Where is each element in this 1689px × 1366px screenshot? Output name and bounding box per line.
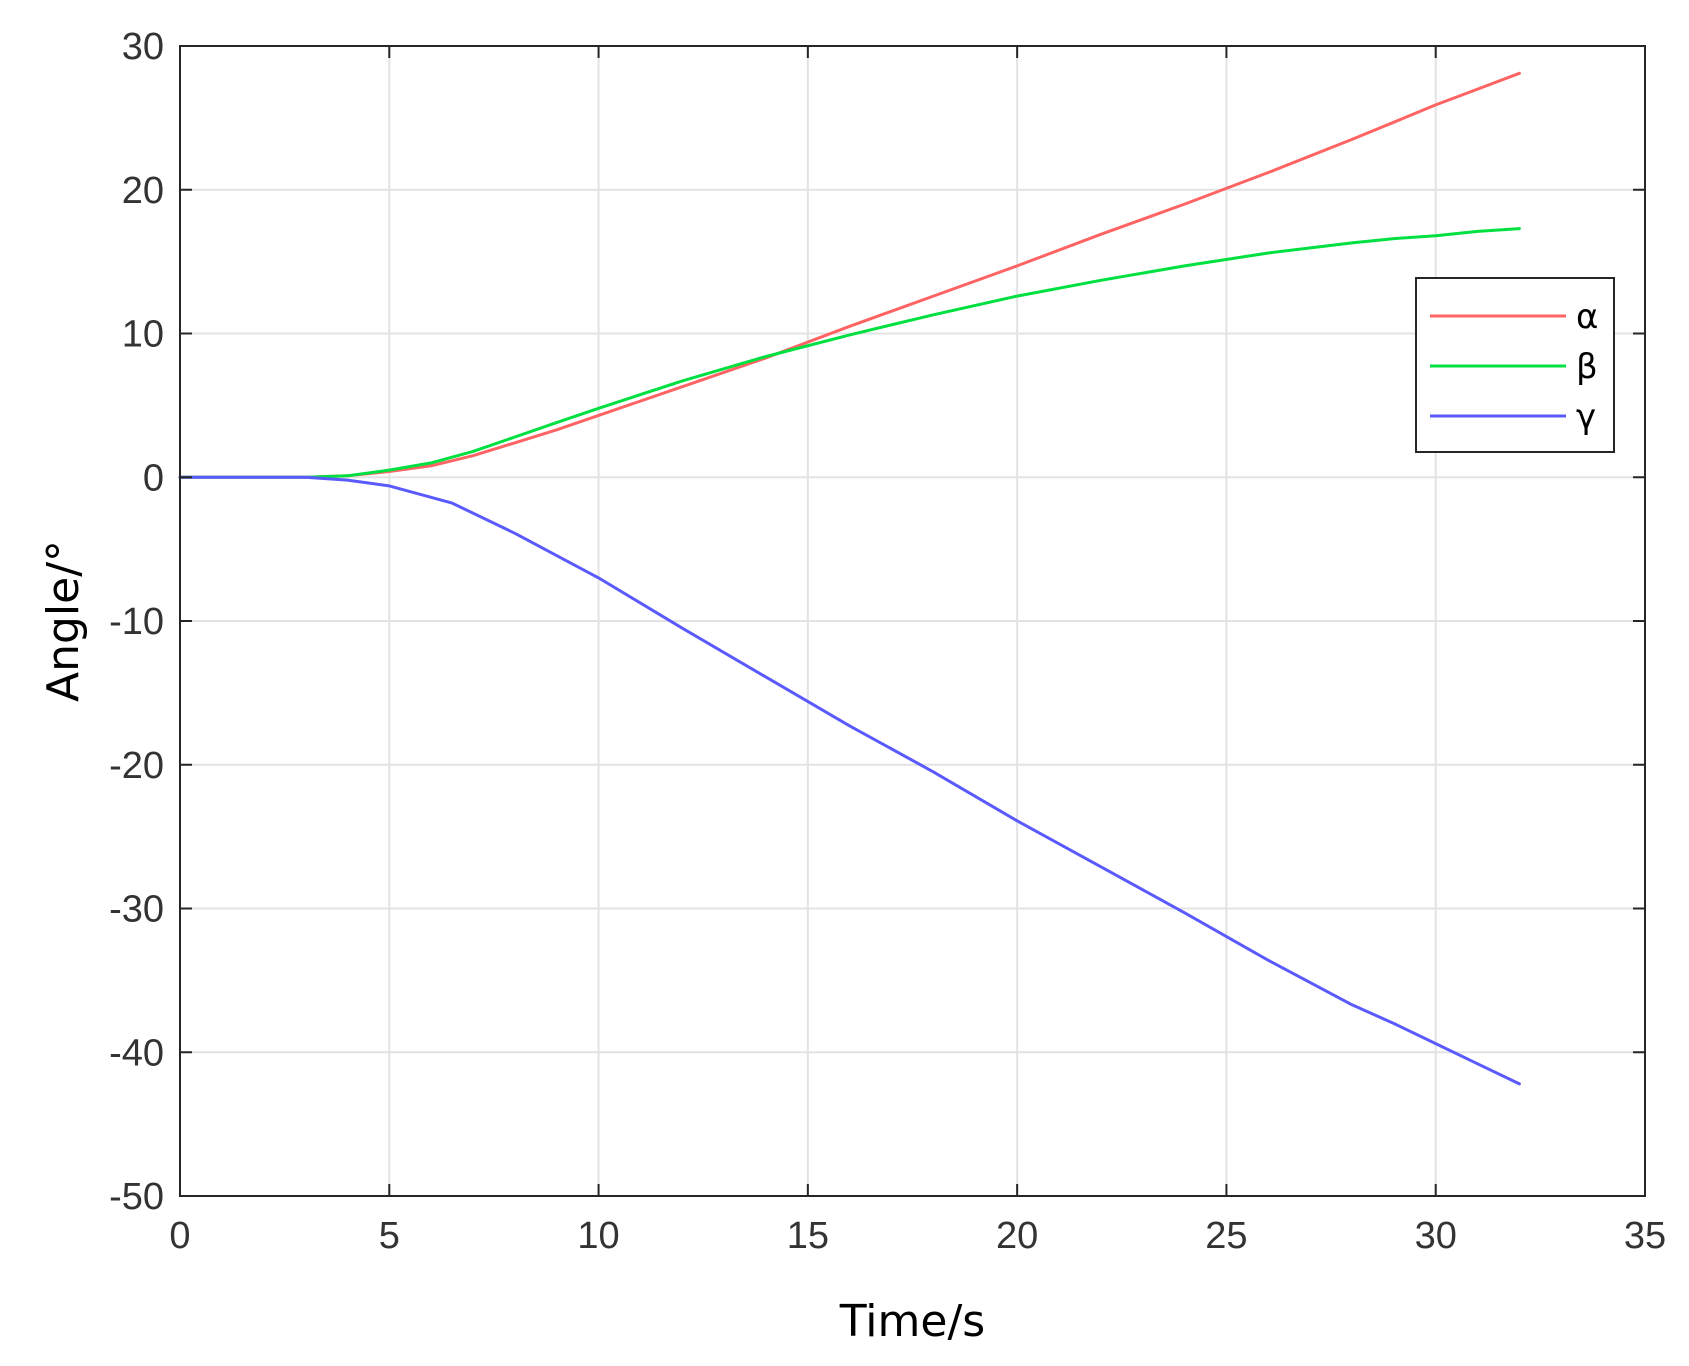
series-line-2 [178,227,1521,479]
x-axis-tick-labels: 0 5 10 15 20 25 30 35 [169,1215,1666,1257]
y-tick-label: 0 [143,457,164,499]
legend-label-3: γ [1576,397,1596,437]
x-tick-label: 25 [1205,1215,1247,1257]
y-tick-label: -10 [109,601,164,643]
x-tick-label: 10 [577,1215,619,1257]
series-line-1 [178,71,1521,479]
legend-items: αβγ [1430,297,1598,437]
series-line-3 [178,475,1521,1086]
y-tick-label: -40 [109,1032,164,1074]
x-tick-label: 5 [379,1215,400,1257]
grid-lines [180,46,1645,1196]
axis-ticks [179,45,1646,1197]
x-tick-label: 20 [996,1215,1038,1257]
x-tick-label: 15 [787,1215,829,1257]
legend: αβγ [1415,277,1615,453]
x-tick-label: 30 [1415,1215,1457,1257]
legend-label-1: α [1576,297,1598,337]
y-axis-title: Angle/° [38,540,89,702]
x-axis-title: Time/s [839,1296,985,1347]
y-tick-label: -20 [109,745,164,787]
series-lines [178,71,1521,1086]
legend-label-2: β [1576,347,1598,387]
y-tick-label: -50 [109,1176,164,1218]
y-tick-label: 20 [122,170,164,212]
y-tick-label: 30 [122,26,164,68]
y-tick-label: -30 [109,889,164,931]
x-tick-label: 35 [1624,1215,1666,1257]
x-tick-label: 0 [169,1215,190,1257]
y-axis-tick-labels: 30 20 10 0 -10 -20 -30 -40 -50 [109,26,164,1218]
y-tick-label: 10 [122,314,164,356]
